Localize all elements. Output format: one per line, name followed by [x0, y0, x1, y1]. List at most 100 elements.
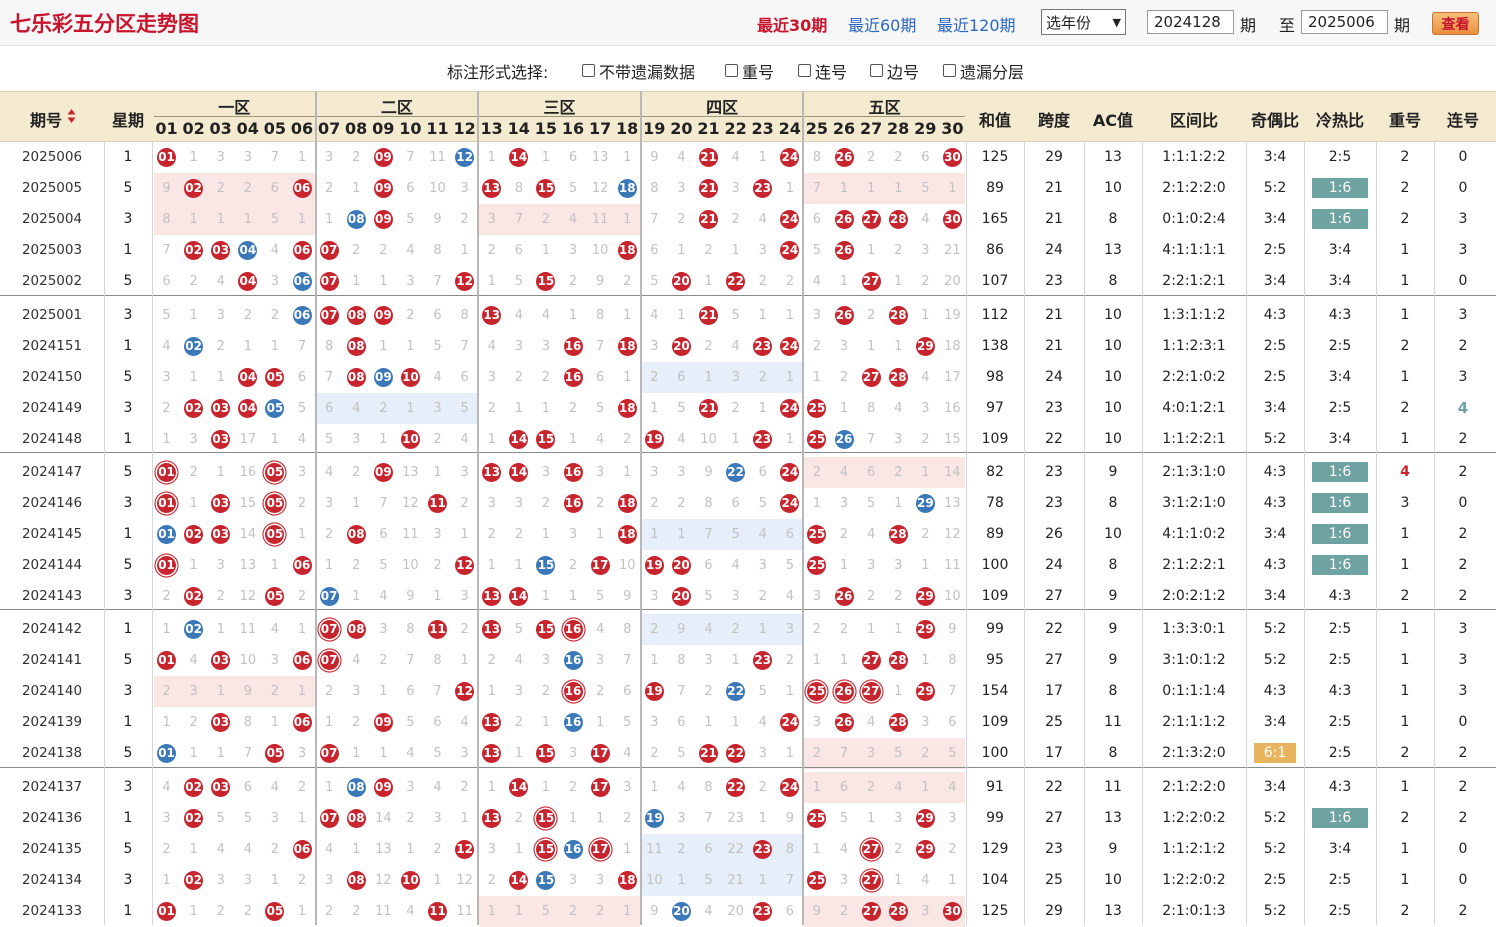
stat-oe: 3:4	[1263, 400, 1287, 416]
weekday: 1	[123, 338, 133, 354]
missing-count: 1	[216, 212, 225, 227]
missing-count: 1	[352, 274, 361, 289]
missing-count: 9	[162, 181, 171, 196]
missing-count: 4	[325, 465, 334, 480]
stat-ac: 13	[1104, 810, 1122, 826]
checkbox[interactable]	[798, 63, 811, 77]
weekday: 1	[123, 903, 133, 919]
missing-count: 3	[216, 558, 225, 573]
checkbox[interactable]	[943, 63, 956, 77]
issue-column-header[interactable]: 期号	[0, 107, 104, 131]
stat-span: 21	[1045, 211, 1063, 227]
missing-count: 2	[325, 684, 334, 699]
sort-icon[interactable]	[67, 107, 76, 125]
missing-count: 4	[216, 842, 225, 857]
zone-underline	[154, 116, 315, 117]
missing-count: 3	[216, 873, 225, 888]
missing-count: 4	[541, 308, 551, 323]
stat-ch: 4:3	[1328, 307, 1352, 323]
issue-number: 2024146	[21, 495, 83, 511]
option-edge[interactable]: 边号	[870, 59, 919, 83]
missing-layer-shade	[641, 519, 803, 550]
missing-count: 6	[921, 150, 930, 165]
drawn-ball: 25	[807, 809, 827, 828]
drawn-ball: 09	[373, 306, 393, 325]
missing-count: 2	[433, 842, 442, 857]
period-60-link[interactable]: 最近60期	[848, 16, 917, 35]
table-row: 2024137 3 4 02 03 6 4 2 1 08 09 3 4 2 1 14 1 2 17 3 1 4 8 22 2 24…	[0, 772, 1496, 803]
drawn-ball: 05	[265, 525, 285, 544]
stat-sum: 99	[986, 810, 1004, 826]
missing-count: 3	[297, 746, 307, 761]
missing-count: 10	[429, 181, 446, 196]
stat-con: 2	[1458, 464, 1468, 480]
missing-count: 1	[812, 496, 822, 511]
missing-count: 8	[704, 780, 713, 795]
period-30-link[interactable]: 最近30期	[757, 16, 828, 35]
missing-count: 1	[514, 401, 523, 416]
missing-count: 1	[785, 684, 794, 699]
option-missing-layer[interactable]: 遗漏分层	[943, 59, 1024, 83]
missing-count: 4	[379, 589, 388, 604]
stat-sum: 109	[981, 431, 1009, 447]
special-ball: 02	[184, 337, 204, 356]
stat-span: 26	[1045, 526, 1063, 542]
number-header: 11	[426, 119, 449, 138]
from-issue-input[interactable]: 2024128	[1147, 10, 1234, 34]
year-select[interactable]: 选年份 ▼	[1041, 9, 1126, 35]
missing-count: 1	[460, 811, 469, 826]
stat-span: 27	[1045, 810, 1063, 826]
missing-count: 2	[596, 496, 605, 511]
period-120-link[interactable]: 最近120期	[937, 16, 1016, 35]
checkbox[interactable]	[870, 63, 883, 77]
missing-count: 3	[650, 339, 659, 354]
drawn-ball: 27	[861, 272, 881, 291]
missing-count: 3	[297, 465, 307, 480]
stat-oe: 3:4	[1263, 779, 1287, 795]
drawn-ball: 12	[455, 556, 475, 575]
option-repeat[interactable]: 重号	[725, 59, 774, 83]
missing-count: 2	[650, 496, 659, 511]
option-no-missing[interactable]: 不带遗漏数据	[582, 59, 695, 83]
stat-con: 0	[1458, 714, 1468, 730]
missing-count: 3	[243, 873, 252, 888]
drawn-ball: 01	[157, 556, 177, 575]
missing-count: 8	[650, 181, 659, 196]
stat-sum: 107	[981, 273, 1009, 289]
missing-count: 2	[243, 181, 252, 196]
missing-count: 1	[839, 558, 849, 573]
missing-count: 6	[812, 212, 822, 227]
missing-count: 1	[568, 589, 578, 604]
missing-count: 6	[325, 401, 334, 416]
drawn-ball: 25	[807, 525, 827, 544]
option-consecutive[interactable]: 连号	[798, 59, 847, 83]
missing-count: 3	[460, 746, 469, 761]
zone-ratio-header: 区间比	[1169, 111, 1218, 130]
stat-span: 23	[1045, 400, 1063, 416]
stat-span: 23	[1045, 841, 1063, 857]
stat-oe: 4:3	[1263, 557, 1287, 573]
missing-count: 3	[677, 811, 686, 826]
missing-count: 1	[758, 401, 767, 416]
missing-count: 13	[375, 842, 392, 857]
stat-rep: 4	[1400, 464, 1410, 480]
zone-header-1: 一区	[218, 98, 251, 117]
missing-count: 5	[704, 589, 713, 604]
drawn-ball: 02	[184, 525, 204, 544]
missing-count: 2	[867, 780, 876, 795]
stat-span: 25	[1045, 872, 1063, 888]
missing-count: 4	[839, 465, 849, 480]
checkbox[interactable]	[725, 63, 738, 77]
to-issue-input[interactable]: 2025006	[1301, 10, 1388, 34]
stat-ch: 3:4	[1328, 242, 1352, 258]
missing-count: 8	[514, 181, 523, 196]
missing-count: 12	[239, 589, 257, 604]
checkbox[interactable]	[582, 63, 595, 77]
missing-count: 1	[216, 746, 225, 761]
special-ball: 09	[373, 368, 393, 387]
special-ball: 16	[563, 840, 583, 859]
stat-ch: 4:3	[1328, 588, 1352, 604]
stat-zone: 2:1:3:2:0	[1162, 745, 1226, 761]
missing-count: 6	[379, 527, 388, 542]
query-button[interactable]: 查看	[1432, 12, 1479, 35]
